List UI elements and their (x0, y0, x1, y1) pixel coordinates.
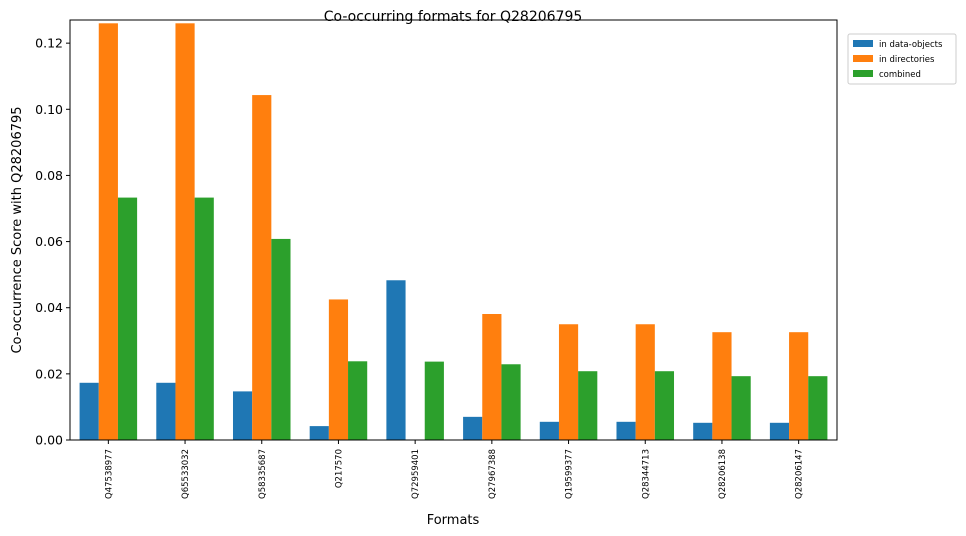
y-tick-label: 0.04 (35, 300, 63, 315)
x-tick-label: Q27967388 (488, 449, 498, 499)
legend-swatch (853, 55, 873, 62)
bar-combined-Q47538977 (117, 197, 138, 440)
chart-title: Co-occurring formats for Q28206795 (324, 9, 583, 25)
bar-directories-Q27967388 (482, 314, 502, 440)
bars-group (79, 23, 828, 441)
y-tick-label: 0.08 (35, 168, 63, 183)
y-axis: 0.00 0.02 0.04 0.06 0.08 0.10 0.12 (35, 36, 70, 448)
bar-data-objects-Q28206147 (769, 422, 790, 440)
bar-directories-Q58335687 (252, 95, 272, 441)
bar-directories-Q217570 (328, 299, 349, 440)
legend-label: in directories (879, 55, 935, 65)
bar-data-objects-Q65533032 (156, 382, 176, 440)
y-axis-label: Co-occurrence Score with Q28206795 (10, 106, 25, 353)
legend-label: in data-objects (879, 40, 943, 50)
bar-combined-Q65533032 (194, 197, 214, 440)
plot-frame (69, 19, 838, 441)
bar-directories-Q28344713 (635, 324, 655, 440)
x-tick-label: Q72959401 (411, 449, 421, 499)
bar-data-objects-Q47538977 (79, 382, 99, 440)
bar-combined-Q28206138 (731, 376, 751, 440)
y-tick-label: 0.00 (35, 433, 63, 448)
bar-directories-Q28206147 (789, 332, 809, 440)
bar-combined-Q28206147 (808, 376, 828, 440)
bar-combined-Q58335687 (271, 238, 291, 440)
bar-directories-Q19599377 (558, 324, 579, 440)
x-tick-label: Q28206138 (718, 449, 728, 499)
x-tick-label: Q65533032 (181, 449, 191, 499)
y-tick-label: 0.10 (35, 102, 63, 117)
x-tick-label: Q19599377 (565, 449, 575, 499)
bar-data-objects-Q217570 (309, 426, 329, 440)
bar-combined-Q72959401 (424, 361, 444, 440)
bar-directories-Q47538977 (98, 23, 118, 440)
bar-combined-Q217570 (348, 361, 368, 440)
legend-swatch (853, 40, 873, 47)
bar-combined-Q28344713 (654, 371, 675, 440)
bar-data-objects-Q72959401 (386, 280, 406, 440)
bar-data-objects-Q58335687 (232, 391, 253, 440)
x-tick-label: Q28206147 (795, 449, 805, 499)
x-tick-label: Q28344713 (641, 449, 651, 499)
bar-data-objects-Q28206138 (693, 422, 713, 440)
y-tick-label: 0.12 (35, 36, 63, 51)
legend: in data-objects in directories combined (847, 33, 957, 85)
x-tick-label: Q58335687 (258, 449, 268, 499)
x-tick-label: Q217570 (334, 449, 344, 488)
x-tick-label: Q47538977 (104, 449, 114, 499)
bar-data-objects-Q19599377 (539, 421, 559, 440)
legend-label: combined (879, 70, 921, 80)
bar-directories-Q28206138 (712, 332, 732, 440)
bar-data-objects-Q27967388 (463, 416, 483, 440)
bar-data-objects-Q28344713 (616, 421, 636, 440)
legend-box (847, 33, 957, 85)
x-axis: Q47538977 Q65533032 Q58335687 Q217570 Q72959… (104, 440, 805, 499)
bar-directories-Q65533032 (175, 23, 195, 440)
y-tick-label: 0.06 (35, 234, 63, 249)
legend-swatch (853, 70, 873, 77)
x-axis-label: Formats (427, 513, 480, 528)
bar-combined-Q19599377 (578, 371, 598, 440)
y-tick-label: 0.02 (35, 366, 63, 381)
bar-combined-Q27967388 (501, 364, 521, 440)
